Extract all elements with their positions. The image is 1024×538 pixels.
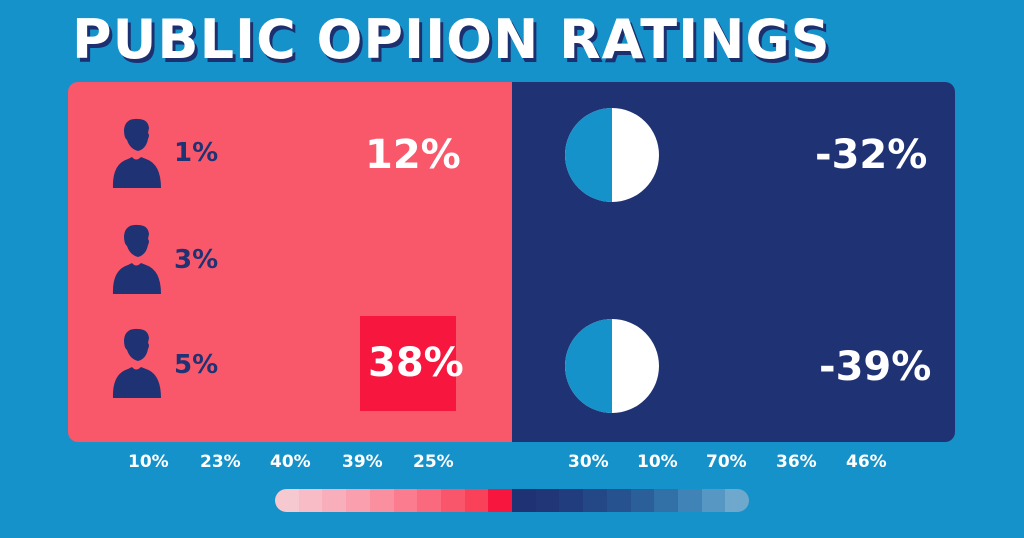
page-title: PUBLIC OPIION RATINGS — [72, 8, 831, 71]
highlight-box — [360, 316, 456, 411]
person-icon — [108, 116, 164, 188]
axis-label: 39% — [342, 452, 383, 472]
axis-label: 25% — [413, 452, 454, 472]
half-pie-icon — [564, 318, 660, 414]
person-icon — [108, 222, 164, 294]
axis-label: 40% — [270, 452, 311, 472]
ratings-panel: 1% 12% 3% 5% 38% -32% - — [68, 82, 955, 442]
person-icon — [108, 326, 164, 398]
row-3-small-percent: 5% — [174, 350, 219, 380]
left-panel: 1% 12% 3% 5% 38% — [68, 82, 512, 442]
axis-label: 70% — [706, 452, 747, 472]
axis-label: 10% — [637, 452, 678, 472]
axis-label: 36% — [776, 452, 817, 472]
axis-label: 46% — [846, 452, 887, 472]
gradient-scale-bar — [275, 489, 749, 512]
row-3-big-percent: 38% — [368, 340, 464, 386]
half-pie-icon — [564, 107, 660, 203]
axis-label: 30% — [568, 452, 609, 472]
right-row-2-percent: -39% — [819, 344, 932, 390]
axis-label: 10% — [128, 452, 169, 472]
row-1-small-percent: 1% — [174, 138, 219, 168]
axis-label: 23% — [200, 452, 241, 472]
row-1-big-percent: 12% — [365, 132, 461, 178]
row-2-small-percent: 3% — [174, 245, 219, 275]
right-row-1-percent: -32% — [815, 132, 928, 178]
right-panel: -32% -39% — [512, 82, 955, 442]
